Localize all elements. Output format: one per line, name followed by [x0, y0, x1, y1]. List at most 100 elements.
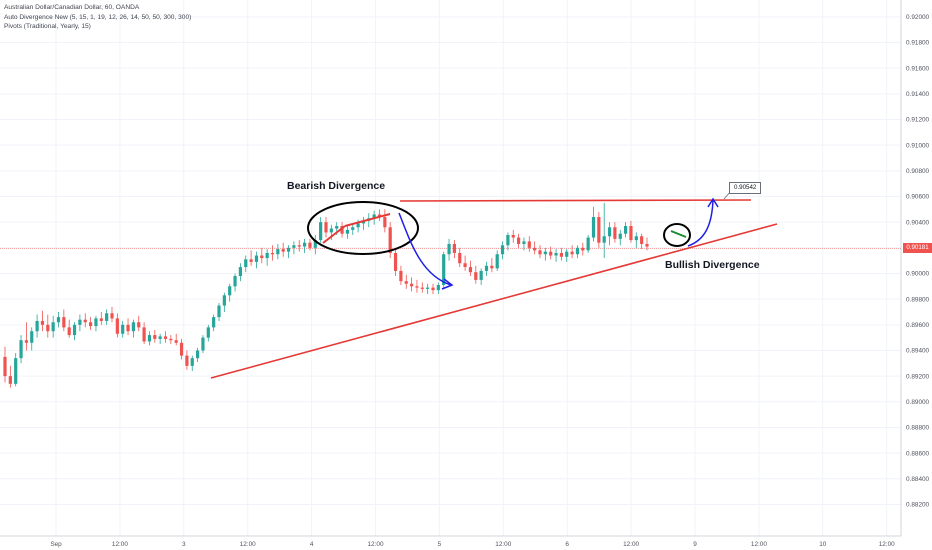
candle-body [495, 254, 499, 269]
candle-body [340, 226, 344, 234]
candle-body [415, 286, 419, 288]
candle-body [399, 270, 403, 282]
price-tick-label: 0.88800 [906, 425, 930, 432]
candle-body [249, 259, 253, 262]
candle-body [179, 342, 184, 356]
candle-body [543, 251, 547, 255]
candle-body [377, 214, 382, 218]
candle-body [319, 222, 323, 241]
candle-body [410, 283, 414, 287]
time-tick-label: 12:00 [112, 541, 128, 548]
time-tick-label: 3 [182, 541, 186, 548]
support-trendline [210, 223, 778, 379]
price-tick-label: 0.90400 [906, 219, 930, 226]
candle-body [94, 318, 98, 327]
price-tick-label: 0.88600 [906, 450, 930, 457]
candle-body [356, 223, 360, 228]
up-arrow-head [707, 197, 719, 208]
price-tick-label: 0.89200 [906, 373, 930, 380]
time-tick-label: 12:00 [879, 541, 895, 548]
candle-body [265, 252, 269, 259]
candle-body [115, 318, 119, 334]
candle-body [83, 319, 87, 323]
price-trendline-peaks-2 [344, 213, 391, 227]
candle-body [506, 234, 510, 246]
candle-body [217, 305, 221, 318]
price-tick-label: 0.90800 [906, 168, 930, 175]
candle-body [313, 240, 317, 248]
symbol-title[interactable]: Australian Dollar/Canadian Dollar, 60, O… [4, 4, 140, 11]
grid-lines [0, 0, 901, 536]
candle-body [46, 324, 50, 332]
last-price-badge: 0.90181 [903, 243, 932, 253]
price-tick-label: 0.89800 [906, 296, 930, 303]
price-tick-label: 0.91200 [906, 117, 930, 124]
down-arrow-head [441, 278, 454, 290]
candle-body [62, 317, 66, 328]
bullish-divergence-label: Bullish Divergence [665, 259, 760, 271]
candle-body [126, 324, 130, 332]
price-trendline-peaks [322, 225, 346, 244]
indicator-pivots[interactable]: Pivots (Traditional, Yearly, 15) [4, 23, 91, 31]
candle-body [297, 245, 301, 247]
candle-body [511, 234, 515, 238]
candle-body [51, 322, 55, 332]
candle-body [452, 243, 456, 253]
candle-body [602, 236, 606, 243]
candle-body [308, 242, 312, 248]
time-tick-label: 12:00 [368, 541, 384, 548]
candle-body [19, 340, 23, 359]
candle-body [137, 322, 141, 328]
price-tick-label: 0.91000 [906, 142, 930, 149]
candle-body [14, 358, 18, 384]
candle-body [56, 317, 61, 323]
candle-body [426, 287, 430, 289]
candle-body [303, 242, 307, 247]
candle-body [24, 340, 28, 343]
bearish-divergence-label: Bearish Divergence [287, 180, 386, 192]
candle-body [233, 276, 237, 287]
candle-body [206, 327, 210, 338]
candle-body [163, 336, 168, 339]
candle-body [500, 245, 505, 255]
price-tick-label: 0.88200 [906, 502, 930, 509]
time-tick-label: Sep [50, 541, 62, 548]
candle-body [30, 331, 34, 343]
candle-body [3, 356, 7, 377]
candle-body [361, 220, 366, 224]
candle-body [281, 249, 285, 252]
candle-body [484, 265, 489, 271]
candle-body [436, 285, 440, 291]
time-tick-label: 5 [438, 541, 442, 548]
candle-body [554, 252, 558, 256]
candle-body [222, 295, 226, 306]
candle-body [8, 376, 12, 384]
candle-body [351, 227, 355, 230]
candle-body [463, 263, 467, 268]
indicator-auto-divergence[interactable]: Auto Divergence New (5, 15, 1, 19, 12, 2… [4, 13, 192, 21]
candle-body [447, 243, 451, 255]
candle-body [99, 318, 103, 321]
time-tick-label: 12:00 [495, 541, 511, 548]
candle-body [40, 320, 45, 325]
candle-body [142, 327, 146, 342]
candle-body [201, 337, 205, 351]
candle-body [431, 287, 435, 291]
price-tick-label: 0.91400 [906, 91, 930, 98]
price-tick-label: 0.89400 [906, 348, 930, 355]
time-axis-labels: Sep 12:00 3 12:00 4 12:00 5 12:00 6 12:00 9 12:00 10… [50, 541, 895, 548]
candle-body [105, 313, 109, 321]
price-tick-label: 0.90000 [906, 271, 930, 278]
time-tick-label: 12:00 [623, 541, 639, 548]
candle-body [147, 335, 152, 342]
price-tick-label: 0.89000 [906, 399, 930, 406]
candle-body [393, 252, 398, 271]
candle-body [212, 317, 216, 328]
chart-legend: Australian Dollar/Canadian Dollar, 60, O… [4, 3, 191, 32]
candle-body [522, 241, 526, 244]
candle-body [329, 228, 333, 233]
candle-body [67, 327, 71, 336]
candle-body [131, 322, 135, 332]
candle-body [270, 252, 275, 255]
